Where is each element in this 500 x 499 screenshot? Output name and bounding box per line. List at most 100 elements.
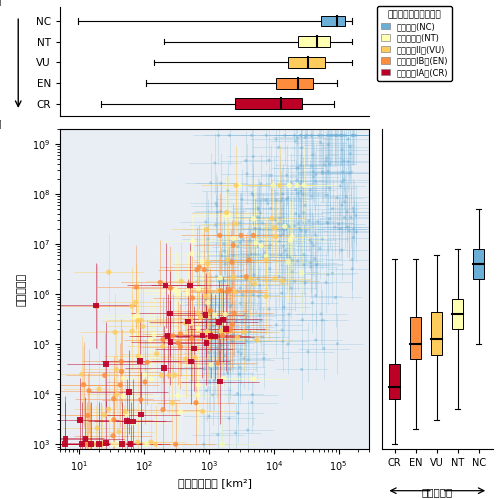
- Point: [213, 364, 221, 372]
- Point: [350, 234, 358, 242]
- Point: [318, 168, 326, 176]
- Point: [224, 187, 232, 195]
- Point: [204, 235, 212, 243]
- Point: [276, 214, 284, 222]
- Point: [229, 337, 237, 345]
- Point: [324, 131, 332, 139]
- Point: [178, 277, 186, 285]
- Point: [113, 390, 121, 398]
- Point: [294, 164, 302, 172]
- Legend: 指定なし(NC), 準絶滅危惧(NT), 絶滅危惧II類(VU), 絶滅危惧IB類(EN), 絶滅危惧IA類(CR): 指定なし(NC), 準絶滅危惧(NT), 絶滅危惧II類(VU), 絶滅危惧IB…: [378, 6, 452, 81]
- Point: [324, 219, 332, 227]
- Point: [324, 141, 332, 149]
- Point: [220, 240, 228, 248]
- Point: [310, 168, 318, 176]
- Point: [250, 215, 258, 223]
- Point: [116, 381, 124, 389]
- Point: [196, 313, 204, 321]
- Point: [282, 171, 290, 179]
- Point: [166, 338, 174, 346]
- Point: [84, 412, 92, 420]
- Point: [216, 277, 224, 285]
- Point: [250, 152, 258, 160]
- Point: [229, 273, 237, 281]
- Point: [216, 179, 224, 187]
- Point: [320, 161, 328, 169]
- Point: [206, 332, 214, 340]
- Point: [348, 131, 356, 139]
- Point: [214, 359, 222, 367]
- Point: [348, 131, 356, 139]
- Point: [239, 236, 247, 244]
- Point: [338, 201, 346, 209]
- Point: [316, 131, 324, 139]
- Point: [308, 299, 316, 307]
- Point: [82, 440, 90, 448]
- Point: [322, 278, 330, 286]
- Point: [230, 309, 238, 317]
- Point: [278, 195, 286, 203]
- Point: [216, 274, 224, 282]
- Point: [308, 151, 316, 159]
- Point: [308, 131, 316, 139]
- Point: [132, 283, 140, 291]
- Point: [346, 150, 354, 158]
- Point: [268, 215, 276, 223]
- Point: [254, 243, 262, 250]
- Point: [347, 169, 355, 177]
- Point: [198, 331, 206, 339]
- Point: [78, 440, 86, 448]
- Point: [236, 363, 244, 371]
- Point: [280, 276, 288, 284]
- Point: [290, 131, 298, 139]
- Point: [301, 202, 309, 210]
- Point: [234, 243, 242, 250]
- Point: [278, 326, 286, 334]
- Point: [300, 182, 308, 190]
- Point: [228, 338, 235, 346]
- Point: [316, 245, 324, 252]
- Point: [267, 205, 275, 213]
- Point: [332, 131, 340, 139]
- Point: [232, 429, 239, 437]
- Point: [265, 244, 273, 252]
- Point: [215, 318, 223, 326]
- Point: [310, 173, 318, 181]
- Point: [262, 252, 270, 260]
- Point: [102, 439, 110, 447]
- Point: [143, 358, 151, 366]
- Bar: [474, 249, 484, 279]
- Point: [216, 378, 224, 386]
- Point: [184, 290, 192, 298]
- Point: [249, 281, 257, 289]
- Point: [230, 330, 237, 338]
- Point: [241, 328, 249, 336]
- Point: [206, 325, 214, 333]
- Point: [256, 209, 264, 217]
- Point: [95, 385, 103, 393]
- Point: [312, 291, 320, 299]
- Point: [114, 440, 122, 448]
- Point: [156, 278, 164, 286]
- Point: [283, 258, 291, 266]
- Point: [194, 381, 202, 389]
- Point: [242, 272, 250, 280]
- Point: [271, 216, 279, 224]
- Point: [248, 190, 256, 198]
- Point: [210, 360, 218, 368]
- Point: [62, 435, 70, 443]
- Point: [342, 193, 350, 201]
- Point: [283, 251, 291, 259]
- Point: [223, 289, 231, 297]
- Point: [172, 440, 179, 448]
- Point: [226, 285, 234, 293]
- Point: [109, 440, 117, 448]
- Point: [242, 157, 250, 165]
- Point: [326, 131, 334, 139]
- Point: [277, 197, 285, 205]
- Point: [312, 177, 320, 185]
- Y-axis label: 推定個体数: 推定個体数: [16, 272, 26, 306]
- Point: [328, 205, 336, 213]
- Point: [275, 219, 283, 227]
- Point: [136, 353, 143, 361]
